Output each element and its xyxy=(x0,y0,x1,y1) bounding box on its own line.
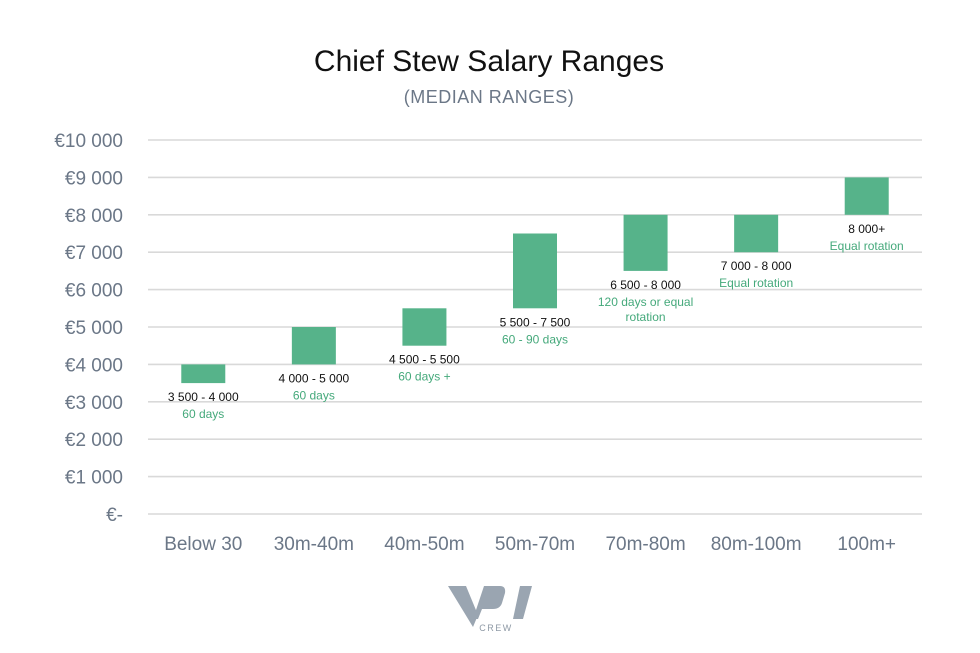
x-axis-ticks: Below 30 30m-40m 40m-50m 50m-70m 70m-80m 80m-… xyxy=(164,534,896,555)
range-label: 7 000 - 8 000 xyxy=(721,259,792,273)
y-tick-label: €7 000 xyxy=(65,243,123,264)
y-tick-label: €2 000 xyxy=(65,430,123,451)
range-bar xyxy=(291,327,336,365)
x-tick-label: 70m-80m xyxy=(605,534,685,555)
range-label: 5 500 - 7 500 xyxy=(500,315,571,329)
x-tick-label: 30m-40m xyxy=(274,534,354,555)
note-label: 60 days xyxy=(182,407,224,421)
chart-subtitle: (MEDIAN RANGES) xyxy=(404,87,575,107)
grid-lines xyxy=(148,139,922,515)
range-bar xyxy=(623,214,668,271)
note-label: 120 days or equal xyxy=(598,295,693,309)
y-tick-label: €9 000 xyxy=(65,168,123,189)
logo-text: CREW xyxy=(479,623,513,633)
logo-mark-right xyxy=(513,586,532,619)
chart-title: Chief Stew Salary Ranges xyxy=(314,45,664,78)
range-label: 8 000+ xyxy=(848,222,885,236)
x-tick-label: 100m+ xyxy=(837,534,896,555)
range-label: 3 500 - 4 000 xyxy=(168,390,239,404)
y-tick-label: €8 000 xyxy=(65,206,123,227)
y-tick-label: €6 000 xyxy=(65,281,123,302)
note-label: rotation xyxy=(626,310,666,324)
x-tick-label: Below 30 xyxy=(164,534,242,555)
y-tick-label: €10 000 xyxy=(54,131,123,152)
y-tick-label: €- xyxy=(106,505,123,526)
logo-mark-left xyxy=(448,586,478,627)
range-label: 4 500 - 5 500 xyxy=(389,353,460,367)
note-label: Equal rotation xyxy=(830,239,904,253)
range-bar xyxy=(844,177,889,215)
x-tick-label: 80m-100m xyxy=(711,534,802,555)
y-tick-label: €3 000 xyxy=(65,393,123,414)
x-tick-label: 40m-50m xyxy=(384,534,464,555)
note-label: 60 days + xyxy=(398,370,450,384)
note-label: Equal rotation xyxy=(719,276,793,290)
x-tick-label: 50m-70m xyxy=(495,534,575,555)
y-tick-label: €1 000 xyxy=(65,468,123,489)
range-label: 6 500 - 8 000 xyxy=(610,278,681,292)
ypi-crew-logo: CREW xyxy=(448,586,532,633)
y-axis-ticks: €- €1 000 €2 000 €3 000 €4 000 €5 000 €6 000 €7… xyxy=(54,131,123,526)
range-bar xyxy=(402,308,447,346)
note-label: 60 days xyxy=(293,388,335,402)
range-bar xyxy=(513,233,557,309)
range-label: 4 000 - 5 000 xyxy=(278,371,349,385)
y-tick-label: €4 000 xyxy=(65,355,123,376)
note-label: 60 - 90 days xyxy=(502,332,568,346)
range-bar xyxy=(734,214,779,253)
logo-mark-middle xyxy=(473,586,506,619)
y-tick-label: €5 000 xyxy=(65,318,123,339)
range-bars: 3 500 - 4 000 60 days 4 000 - 5 000 60 days… xyxy=(168,177,904,421)
range-bar xyxy=(181,364,226,384)
